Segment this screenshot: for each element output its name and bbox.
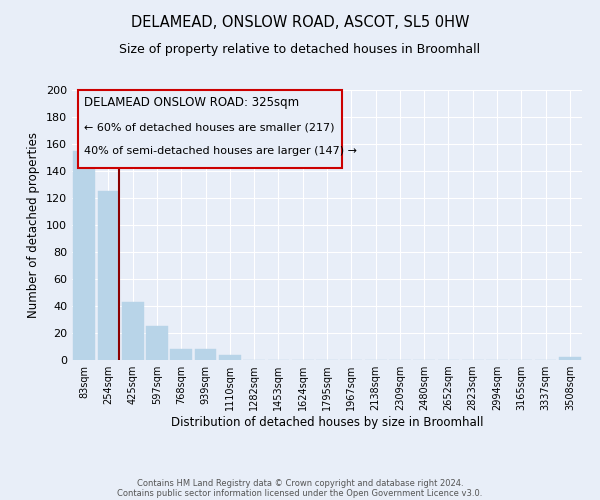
Text: 40% of semi-detached houses are larger (147) →: 40% of semi-detached houses are larger (… [84, 146, 357, 156]
Text: DELAMEAD ONSLOW ROAD: 325sqm: DELAMEAD ONSLOW ROAD: 325sqm [84, 96, 299, 109]
Bar [146, 326, 168, 360]
Text: ← 60% of detached houses are smaller (217): ← 60% of detached houses are smaller (21… [84, 122, 335, 132]
Y-axis label: Number of detached properties: Number of detached properties [28, 132, 40, 318]
Text: Size of property relative to detached houses in Broomhall: Size of property relative to detached ho… [119, 42, 481, 56]
Bar [559, 358, 581, 360]
Bar [122, 302, 143, 360]
Text: Contains HM Land Registry data © Crown copyright and database right 2024.: Contains HM Land Registry data © Crown c… [137, 478, 463, 488]
Bar [97, 191, 119, 360]
Bar [170, 349, 192, 360]
X-axis label: Distribution of detached houses by size in Broomhall: Distribution of detached houses by size … [171, 416, 483, 429]
Text: Contains public sector information licensed under the Open Government Licence v3: Contains public sector information licen… [118, 488, 482, 498]
Bar [219, 354, 241, 360]
Text: DELAMEAD, ONSLOW ROAD, ASCOT, SL5 0HW: DELAMEAD, ONSLOW ROAD, ASCOT, SL5 0HW [131, 15, 469, 30]
Bar [194, 349, 217, 360]
Bar [73, 151, 95, 360]
